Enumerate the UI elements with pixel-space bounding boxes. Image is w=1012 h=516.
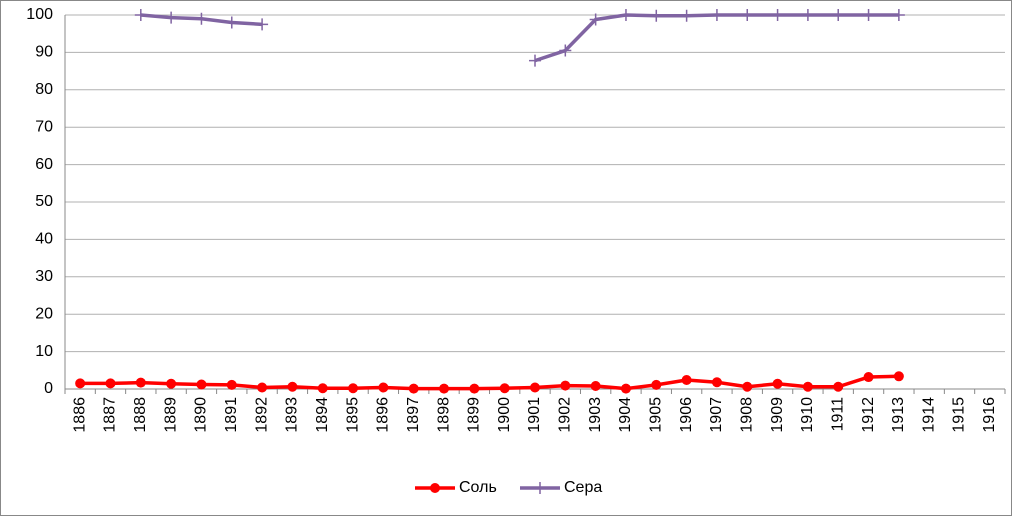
x-tick-label: 1909 xyxy=(769,397,786,433)
point xyxy=(833,381,844,392)
point xyxy=(710,9,723,21)
point xyxy=(802,381,813,392)
y-tick-label: 0 xyxy=(44,380,53,397)
x-tick-label: 1888 xyxy=(132,397,149,433)
point xyxy=(166,378,177,389)
point xyxy=(801,9,814,21)
point xyxy=(711,377,722,388)
legend-marker xyxy=(430,483,440,493)
x-tick-label: 1893 xyxy=(284,397,301,433)
point xyxy=(619,9,632,21)
x-tick-label: 1912 xyxy=(860,397,877,433)
x-tick-label: 1902 xyxy=(557,397,574,433)
point xyxy=(680,9,693,22)
point xyxy=(469,383,480,394)
point xyxy=(75,378,86,389)
y-tick-label: 100 xyxy=(26,6,53,23)
point xyxy=(196,379,207,390)
x-tick-label: 1910 xyxy=(799,397,816,433)
point xyxy=(195,12,208,25)
point xyxy=(257,382,268,393)
point xyxy=(439,383,450,394)
point xyxy=(378,382,389,393)
x-tick-label: 1896 xyxy=(375,397,392,433)
x-tick-label: 1914 xyxy=(920,397,937,433)
x-tick-label: 1908 xyxy=(738,397,755,433)
y-tick-label: 10 xyxy=(35,343,53,360)
point xyxy=(681,375,692,386)
x-tick-label: 1889 xyxy=(162,397,179,433)
x-tick-label: 1916 xyxy=(981,397,998,433)
point xyxy=(832,9,845,21)
legend-label: Соль xyxy=(459,479,497,496)
legend-marker xyxy=(534,482,546,494)
point xyxy=(225,16,238,29)
x-tick-label: 1892 xyxy=(253,397,270,433)
point xyxy=(771,9,784,21)
point xyxy=(863,372,874,383)
point xyxy=(590,381,601,392)
x-tick-label: 1913 xyxy=(890,397,907,433)
y-tick-label: 80 xyxy=(35,81,53,98)
series-line xyxy=(80,374,899,391)
point xyxy=(892,9,905,21)
point xyxy=(348,383,359,394)
x-tick-label: 1915 xyxy=(951,397,968,433)
point xyxy=(893,371,904,382)
y-tick-label: 90 xyxy=(35,44,53,61)
x-tick-label: 1891 xyxy=(223,397,240,433)
point xyxy=(256,18,269,31)
x-tick-label: 1890 xyxy=(193,397,210,433)
x-tick-label: 1899 xyxy=(466,397,483,433)
point xyxy=(134,9,147,21)
point xyxy=(317,383,328,394)
legend-label: Сера xyxy=(564,479,602,496)
point xyxy=(589,13,602,26)
x-tick-label: 1903 xyxy=(587,397,604,433)
point xyxy=(741,9,754,21)
x-tick-label: 1897 xyxy=(405,397,422,433)
point xyxy=(408,383,419,394)
point xyxy=(559,44,572,57)
x-tick-label: 1907 xyxy=(708,397,725,433)
point xyxy=(650,9,663,22)
x-tick-label: 1898 xyxy=(435,397,452,433)
point xyxy=(499,383,510,394)
x-tick-label: 1887 xyxy=(102,397,119,433)
x-tick-label: 1895 xyxy=(344,397,361,433)
x-tick-label: 1911 xyxy=(829,397,846,432)
x-tick-label: 1886 xyxy=(71,397,88,433)
point xyxy=(529,54,541,67)
y-tick-label: 20 xyxy=(35,305,53,322)
y-tick-label: 30 xyxy=(35,268,53,285)
x-tick-label: 1900 xyxy=(496,397,513,433)
point xyxy=(165,11,178,24)
point xyxy=(651,379,662,390)
x-tick-label: 1904 xyxy=(617,397,634,433)
x-tick-label: 1905 xyxy=(648,397,665,433)
point xyxy=(226,379,237,390)
y-tick-label: 60 xyxy=(35,156,53,173)
point xyxy=(742,381,753,392)
point xyxy=(772,378,783,389)
point xyxy=(560,380,571,391)
y-tick-label: 40 xyxy=(35,231,53,248)
point xyxy=(862,9,875,21)
y-tick-label: 50 xyxy=(35,193,53,210)
x-tick-label: 1901 xyxy=(526,397,543,433)
point xyxy=(105,378,116,389)
y-tick-label: 70 xyxy=(35,118,53,135)
point xyxy=(530,382,540,393)
point xyxy=(135,377,146,388)
point xyxy=(620,383,631,394)
point xyxy=(287,381,298,392)
x-tick-label: 1894 xyxy=(314,397,331,433)
x-tick-label: 1906 xyxy=(678,397,695,433)
